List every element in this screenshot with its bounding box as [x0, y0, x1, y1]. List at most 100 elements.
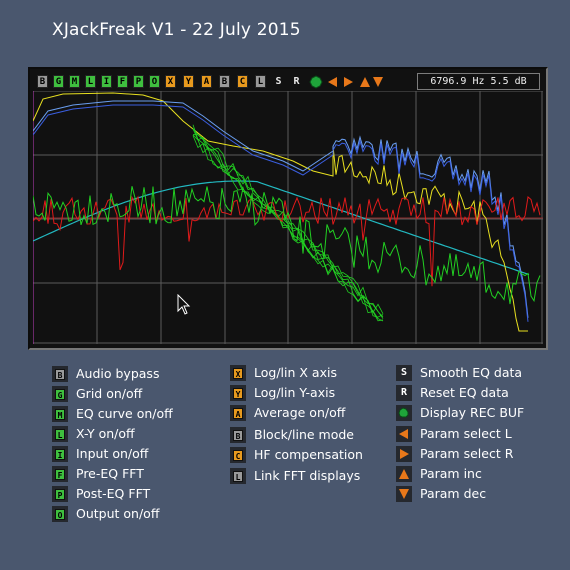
triangle-left-icon [399, 429, 408, 439]
triangle-down-icon [399, 489, 409, 499]
legend-key: R [396, 385, 412, 401]
legend-key: A [230, 405, 246, 421]
toolbar-button-average[interactable]: A [201, 75, 212, 88]
legend-label: Reset EQ data [420, 385, 509, 400]
plot-grid [33, 91, 543, 344]
key-glyph: R [400, 387, 408, 398]
pre-eq-fft-trace [33, 92, 528, 332]
legend-key: F [52, 466, 68, 482]
legend-key [396, 405, 412, 421]
legend-label: Param select R [420, 446, 514, 461]
legend-label: Link FFT displays [254, 468, 361, 483]
legend-key: M [52, 406, 68, 422]
frequency-level-readout: 6796.9 Hz 5.5 dB [417, 73, 540, 90]
toolbar-button-link-fft[interactable]: L [255, 75, 266, 88]
legend-label: X-Y on/off [76, 426, 135, 441]
legend-label: EQ curve on/off [76, 406, 173, 421]
legend-label: Block/line mode [254, 427, 354, 442]
key-glyph: G [55, 389, 65, 400]
legend-key: O [52, 506, 68, 522]
key-glyph: P [55, 489, 65, 500]
toolbar-button-eq-curve[interactable]: M [69, 75, 80, 88]
legend-label: Post-EQ FFT [76, 486, 151, 501]
legend-label: Pre-EQ FFT [76, 466, 144, 481]
key-glyph: M [55, 409, 65, 420]
scope-toolbar: B G M L I F P O X Y A B C L S R 6796.9 H… [34, 73, 540, 91]
toolbar-button-output[interactable]: O [149, 75, 160, 88]
key-glyph: L [233, 471, 243, 482]
param-dec-icon[interactable] [373, 77, 383, 87]
plot-traces [33, 92, 541, 332]
key-glyph: L [55, 429, 65, 440]
toolbar-button-block-line[interactable]: B [219, 75, 230, 88]
legend-label: Param dec [420, 486, 487, 501]
legend-label: Display REC BUF [420, 405, 525, 420]
legend-key [396, 466, 412, 482]
rec-buf-dot-icon[interactable] [309, 75, 323, 89]
param-select-right-icon[interactable] [344, 77, 353, 87]
triangle-up-icon [399, 469, 409, 479]
output-trace [33, 185, 541, 305]
xy-trace [192, 135, 384, 322]
eq-curve-trace [33, 180, 530, 276]
output-fft-trace [33, 104, 529, 322]
legend-key: B [52, 366, 68, 382]
legend-label: Param select L [420, 426, 512, 441]
key-glyph: B [233, 430, 243, 441]
toolbar-button-smooth[interactable]: S [275, 76, 282, 87]
legend-label: Output on/off [76, 506, 160, 521]
legend-label: Grid on/off [76, 386, 143, 401]
toolbar-icon-group [309, 75, 383, 89]
key-glyph: F [55, 469, 65, 480]
mouse-pointer-icon [177, 294, 191, 315]
toolbar-button-post-eq-fft[interactable]: P [133, 75, 144, 88]
legend-key [396, 446, 412, 462]
legend-label: Param inc [420, 466, 482, 481]
key-glyph: I [55, 449, 65, 460]
xy-trace [192, 134, 384, 318]
legend-label: Average on/off [254, 405, 346, 420]
param-select-left-icon[interactable] [328, 77, 337, 87]
key-glyph: S [400, 367, 408, 378]
key-glyph: B [55, 369, 65, 380]
legend-key: G [52, 386, 68, 402]
legend-key: L [230, 468, 246, 484]
legend-key: P [52, 486, 68, 502]
xy-trace [192, 128, 384, 314]
toolbar-button-y-axis[interactable]: Y [183, 75, 194, 88]
legend-label: Log/lin Y-axis [254, 385, 336, 400]
param-inc-icon[interactable] [360, 77, 370, 87]
key-glyph: O [55, 509, 65, 520]
legend-key [396, 486, 412, 502]
toolbar-button-xy[interactable]: L [85, 75, 96, 88]
toolbar-button-x-axis[interactable]: X [165, 75, 176, 88]
toolbar-button-pre-eq-fft[interactable]: F [117, 75, 128, 88]
legend-key: L [52, 426, 68, 442]
legend-key: I [52, 446, 68, 462]
key-glyph: A [233, 408, 243, 419]
legend-key: Y [230, 385, 246, 401]
legend-key: S [396, 365, 412, 381]
legend-label: Log/lin X axis [254, 365, 337, 380]
toolbar-button-input[interactable]: I [101, 75, 112, 88]
legend-key: B [230, 427, 246, 443]
toolbar-button-bypass[interactable]: B [37, 75, 48, 88]
key-glyph: X [233, 368, 243, 379]
legend-label: HF compensation [254, 447, 363, 462]
toolbar-button-hf-comp[interactable]: C [237, 75, 248, 88]
triangle-right-icon [400, 449, 409, 459]
app-title: XJackFreak V1 - 22 July 2015 [52, 20, 301, 40]
input-trace [33, 195, 541, 287]
legend-label: Input on/off [76, 446, 149, 461]
legend-key: C [230, 447, 246, 463]
toolbar-button-reset[interactable]: R [293, 76, 300, 87]
rec-buf-dot-icon [398, 407, 409, 418]
spectrum-plot[interactable] [33, 91, 543, 344]
key-glyph: Y [233, 388, 243, 399]
legend-label: Smooth EQ data [420, 365, 523, 380]
key-glyph: C [233, 450, 243, 461]
toolbar-button-grid[interactable]: G [53, 75, 64, 88]
legend-key [396, 426, 412, 442]
legend-label: Audio bypass [76, 366, 160, 381]
legend-key: X [230, 365, 246, 381]
